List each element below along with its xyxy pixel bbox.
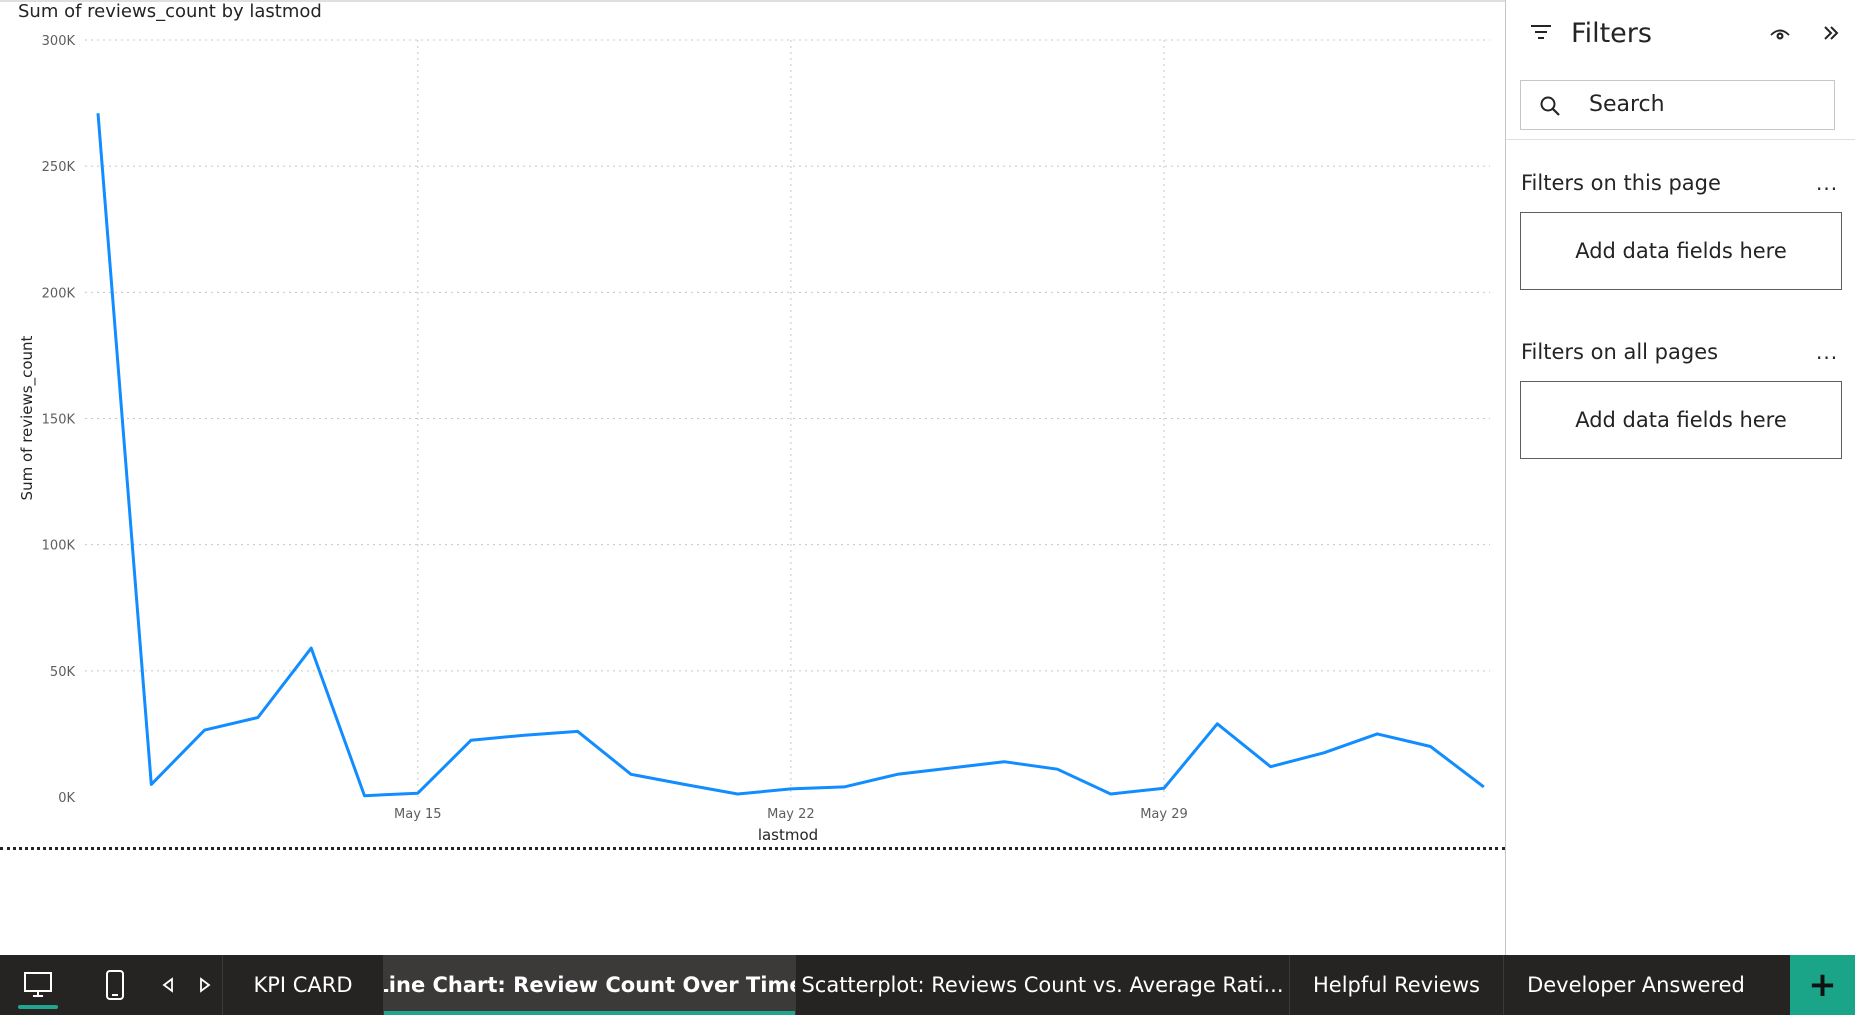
triangle-right-icon bbox=[200, 977, 211, 993]
filters-on-all-pages-label: Filters on all pages bbox=[1521, 340, 1719, 364]
filters-divider bbox=[1506, 139, 1855, 140]
filters-pane: Filters Search Filters on this page ... … bbox=[1505, 0, 1855, 955]
data-point[interactable] bbox=[414, 789, 422, 797]
desktop-icon bbox=[24, 972, 52, 997]
tab-kpi-card[interactable]: KPI CARD bbox=[222, 955, 383, 1015]
data-point[interactable] bbox=[1107, 790, 1115, 798]
data-point[interactable] bbox=[520, 731, 528, 739]
y-tick-label: 200K bbox=[42, 286, 76, 301]
data-point[interactable] bbox=[467, 736, 475, 744]
next-page-button[interactable] bbox=[192, 955, 218, 1015]
filter-icon bbox=[1531, 25, 1551, 39]
data-point[interactable] bbox=[894, 770, 902, 778]
tab-scatterplot[interactable]: Scatterplot: Reviews Count vs. Average R… bbox=[795, 955, 1289, 1015]
all-filters-drop-zone[interactable]: Add data fields here bbox=[1520, 381, 1842, 459]
data-point[interactable] bbox=[734, 790, 742, 798]
data-point[interactable] bbox=[307, 644, 315, 652]
filters-on-this-page-label: Filters on this page bbox=[1521, 171, 1721, 195]
y-tick-label: 100K bbox=[42, 539, 76, 554]
x-tick-label: May 22 bbox=[767, 807, 815, 822]
x-tick-label: May 15 bbox=[394, 807, 442, 822]
page-tabs-bar: KPI CARD Line Chart: Review Count Over T… bbox=[0, 955, 1855, 1015]
all-filters-more-button[interactable]: ... bbox=[1816, 340, 1839, 364]
data-point[interactable] bbox=[1000, 758, 1008, 766]
data-point[interactable] bbox=[201, 726, 209, 734]
y-tick-label: 150K bbox=[42, 413, 76, 428]
eye-icon[interactable] bbox=[1768, 24, 1792, 44]
y-tick-label: 0K bbox=[58, 791, 75, 806]
data-point[interactable] bbox=[840, 783, 848, 791]
chevron-double-right-icon[interactable] bbox=[1820, 22, 1842, 44]
y-tick-label: 300K bbox=[42, 34, 76, 49]
line-chart[interactable]: 0K 50K 100K 150K 200K 250K 300K May 15 May 22 May… bbox=[0, 0, 1505, 847]
x-axis-title: lastmod bbox=[758, 826, 818, 844]
y-axis-title: Sum of reviews_count bbox=[18, 335, 37, 500]
data-point[interactable] bbox=[1480, 783, 1488, 791]
tab-developer-answered[interactable]: Developer Answered bbox=[1503, 955, 1768, 1015]
data-point[interactable] bbox=[947, 764, 955, 772]
data-point[interactable] bbox=[1373, 730, 1381, 738]
data-point[interactable] bbox=[1160, 784, 1168, 792]
data-point[interactable] bbox=[1213, 720, 1221, 728]
page-filters-more-button[interactable]: ... bbox=[1816, 171, 1839, 195]
data-point[interactable] bbox=[1427, 743, 1435, 751]
data-point[interactable] bbox=[1267, 763, 1275, 771]
x-tick-label: May 29 bbox=[1140, 807, 1188, 822]
data-point[interactable] bbox=[361, 792, 369, 800]
filters-title: Filters bbox=[1571, 18, 1652, 49]
data-point[interactable] bbox=[680, 780, 688, 788]
data-point[interactable] bbox=[147, 780, 155, 788]
filters-header: Filters bbox=[1506, 0, 1855, 70]
tab-helpful-reviews[interactable]: Helpful Reviews bbox=[1289, 955, 1503, 1015]
data-point[interactable] bbox=[94, 109, 102, 117]
triangle-left-icon bbox=[162, 977, 173, 993]
y-tick-label: 250K bbox=[42, 160, 76, 175]
report-canvas: 0K 50K 100K 150K 200K 250K 300K May 15 May 22 May… bbox=[0, 0, 1505, 850]
search-icon bbox=[1540, 96, 1560, 116]
y-tick-label: 50K bbox=[50, 665, 76, 680]
search-placeholder: Search bbox=[1589, 92, 1665, 117]
data-point[interactable] bbox=[254, 714, 262, 722]
data-point[interactable] bbox=[1320, 749, 1328, 757]
tab-line-chart[interactable]: Line Chart: Review Count Over Time bbox=[383, 955, 795, 1015]
mobile-view-button[interactable] bbox=[90, 955, 140, 1015]
page-boundary-line bbox=[0, 847, 1505, 850]
data-point[interactable] bbox=[1053, 765, 1061, 773]
data-point[interactable] bbox=[627, 770, 635, 778]
prev-page-button[interactable] bbox=[155, 955, 181, 1015]
data-point[interactable] bbox=[574, 727, 582, 735]
mobile-icon bbox=[106, 970, 124, 1000]
desktop-view-button[interactable] bbox=[0, 955, 76, 1015]
series-line[interactable] bbox=[96, 113, 1485, 798]
data-point[interactable] bbox=[787, 785, 795, 793]
page-filters-drop-zone[interactable]: Add data fields here bbox=[1520, 212, 1842, 290]
filters-search-input[interactable]: Search bbox=[1520, 80, 1835, 130]
desktop-active-indicator bbox=[18, 1005, 58, 1009]
chart-title: Sum of reviews_count by lastmod bbox=[18, 1, 322, 22]
top-border bbox=[0, 0, 1855, 2]
add-page-button[interactable]: + bbox=[1790, 955, 1855, 1015]
